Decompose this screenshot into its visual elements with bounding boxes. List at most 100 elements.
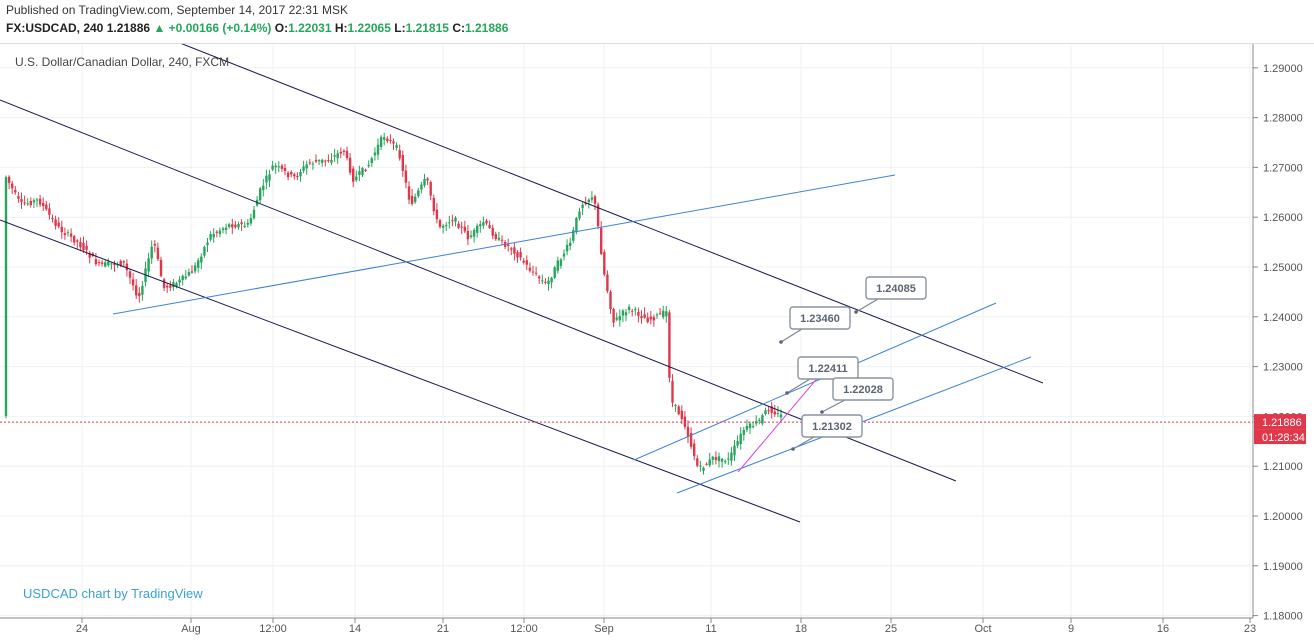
callout-1.22411[interactable]: 1.22411 [785,356,859,395]
candle-body [649,316,652,320]
candle-body [513,247,516,254]
channel-middle-line[interactable] [0,99,957,482]
callout-pointer [855,298,879,313]
candle-body [407,186,411,200]
candle-body [417,190,420,197]
grid [0,43,1253,618]
candle-body [767,410,770,412]
candle-body [48,208,51,215]
candle-body [259,188,262,201]
trend-lines[interactable] [0,43,1253,523]
candle-body [138,292,141,297]
candle-body [575,218,578,232]
candle-body [689,432,693,447]
candle-body [119,260,122,266]
candle-body [38,198,42,205]
price-axis[interactable]: 1.180001.190001.200001.210001.220001.230… [1253,63,1303,623]
candle-body [159,259,163,277]
candle-body [4,177,8,416]
candle-body [107,261,110,266]
candle-body [538,276,541,279]
y-tick-label: 1.29000 [1263,63,1303,75]
candle-body [414,196,417,202]
candle-body [593,196,597,204]
up-arrow-icon: ▲ [153,21,166,35]
candle-body [615,317,618,320]
candle-body [494,234,497,240]
last-price: 1.21886 [106,21,151,35]
callout-1.24085[interactable]: 1.24085 [854,276,927,314]
high-value: 1.22065 [347,21,391,35]
callout-pointer [786,378,811,394]
channel-upper-line[interactable] [179,43,1044,384]
candle-body [224,227,228,230]
candle-body [730,452,733,461]
candle-body [203,247,206,256]
candle-body [228,224,231,227]
candle-body [85,245,88,250]
candle-body [423,179,426,186]
candle-body [432,197,435,212]
candle-body [717,456,721,462]
candle-body [26,203,29,205]
candle-body [693,443,696,457]
close-label: C: [452,21,465,35]
candle-body [113,263,116,266]
close-value: 1.21886 [464,21,509,35]
candle-body [311,163,315,165]
candle-body [277,166,280,168]
watermark[interactable]: USDCAD chart by TradingView [23,586,203,601]
x-tick-label: Sep [594,623,614,635]
y-tick-label: 1.21000 [1263,461,1303,473]
price-badge-text: 1.21886 [1262,417,1302,429]
candle-body [69,233,73,237]
candle-body [671,380,674,403]
candle-body [128,271,132,278]
candle-body [773,411,776,415]
candle-body [727,458,730,460]
candle-body [460,226,463,228]
candle-body [336,153,339,159]
candle-body [463,226,466,232]
open-value: 1.22031 [288,21,332,35]
candle-body [386,138,389,142]
candle-body [404,170,408,183]
candle-body [42,202,45,206]
time-axis[interactable]: 24 Aug 12:00 14 21 12:00 Sep 11 18 25 Oct 9 16 23 [76,618,1256,635]
candle-body [680,410,683,420]
candle-body [66,232,70,234]
candle-body [197,260,200,268]
candle-body [519,252,522,258]
channel-lower-line[interactable] [0,219,801,523]
candle-body [776,412,780,414]
candle-body [531,271,535,273]
symbol-label[interactable]: FX:USDCAD, 240 [6,21,104,35]
candle-body [187,272,191,276]
candle-body [73,236,76,243]
candle-body [141,285,144,295]
x-tick-label: 21 [437,623,449,635]
long-trend-line[interactable] [112,174,896,315]
candle-body [702,467,705,471]
wedge-line[interactable] [737,374,821,473]
candle-body [547,280,550,284]
published-line: Published on TradingView.com, September … [6,3,348,17]
candle-body [631,310,634,312]
callout-1.22028[interactable]: 1.22028 [820,377,894,414]
candle-body [97,262,101,264]
candle-body [662,310,665,318]
callout-box [797,356,859,380]
candle-body [438,220,442,227]
candle-body [621,310,625,316]
price-callouts[interactable]: 1.24085 1.23460 1.22411 1.22028 1.21302 [779,276,927,451]
callout-1.23460[interactable]: 1.23460 [779,306,851,344]
candle-body [534,272,538,274]
candle-body [190,271,194,273]
callout-pointer [780,328,803,343]
candle-body [175,283,178,287]
callout-1.21302[interactable]: 1.21302 [791,414,863,451]
candle-body [705,463,708,465]
candle-body [221,228,225,231]
candle-body [268,174,271,181]
